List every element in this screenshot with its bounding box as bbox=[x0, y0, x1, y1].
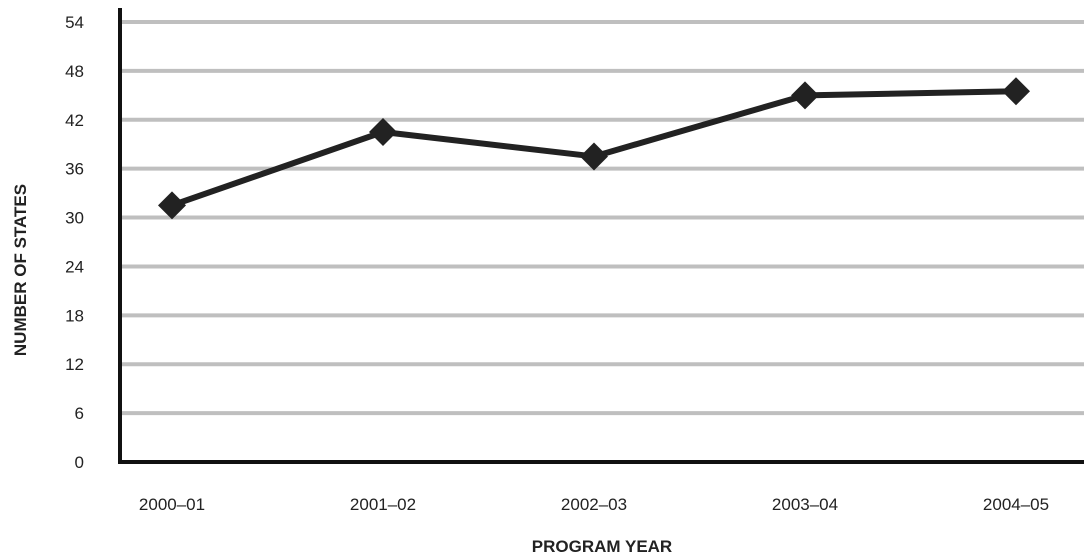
x-tick-label: 2003–04 bbox=[772, 495, 838, 514]
data-point-marker bbox=[791, 81, 819, 110]
y-tick-label: 0 bbox=[75, 453, 84, 472]
x-axis-title: PROGRAM YEAR bbox=[532, 537, 672, 556]
data-markers bbox=[158, 77, 1030, 220]
y-tick-label: 18 bbox=[65, 306, 84, 325]
x-tick-label: 2002–03 bbox=[561, 495, 627, 514]
data-point-marker bbox=[369, 118, 397, 146]
y-tick-label: 6 bbox=[75, 404, 84, 423]
y-axis-title: NUMBER OF STATES bbox=[11, 184, 30, 356]
x-tick-label: 2004–05 bbox=[983, 495, 1049, 514]
data-point-marker bbox=[158, 191, 186, 220]
y-tick-label: 12 bbox=[65, 355, 84, 374]
data-point-marker bbox=[1002, 77, 1030, 106]
x-tick-label: 2001–02 bbox=[350, 495, 416, 514]
grid-lines bbox=[120, 20, 1084, 416]
y-tick-label: 24 bbox=[65, 257, 84, 276]
y-tick-label: 54 bbox=[65, 13, 84, 32]
y-tick-label: 36 bbox=[65, 160, 84, 179]
y-tick-label: 48 bbox=[65, 62, 84, 81]
data-point-marker bbox=[580, 142, 608, 171]
y-tick-label: 30 bbox=[65, 209, 84, 228]
x-tick-labels: 2000–01 2001–02 2002–03 2003–04 2004–05 bbox=[139, 495, 1049, 514]
y-tick-labels: 0 6 12 18 24 30 36 42 48 54 bbox=[65, 13, 84, 472]
y-tick-label: 42 bbox=[65, 111, 84, 130]
x-tick-label: 2000–01 bbox=[139, 495, 205, 514]
